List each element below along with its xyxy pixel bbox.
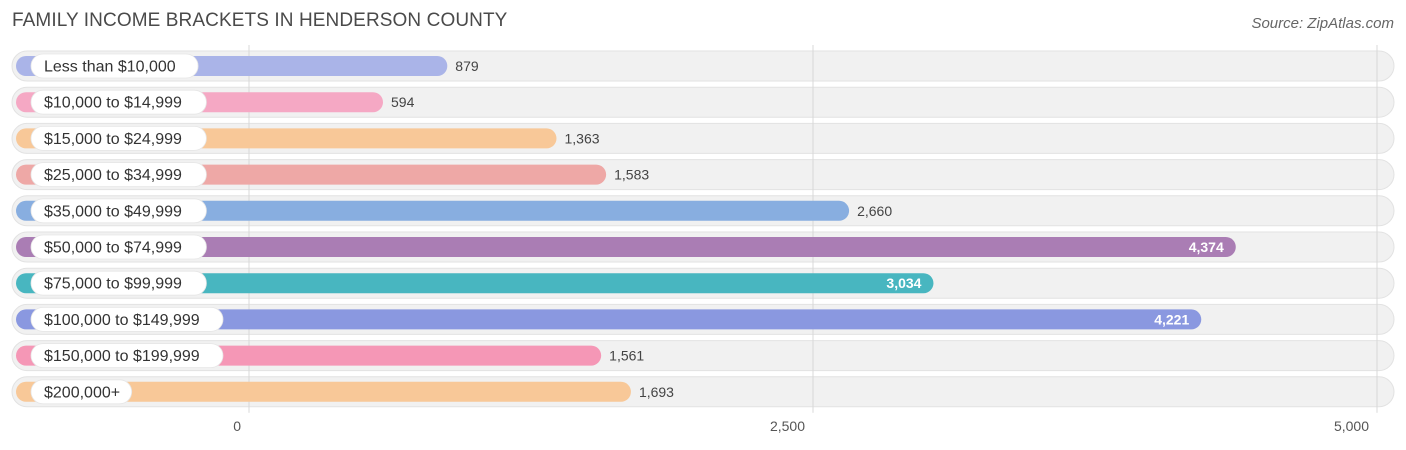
value-label: 2,660 [857, 203, 892, 219]
bar-dot [18, 166, 34, 183]
bar-dot [18, 94, 34, 111]
category-label: $15,000 to $24,999 [44, 131, 182, 148]
bar-dot [18, 311, 34, 328]
value-label: 1,583 [614, 167, 649, 183]
source-note: Source: ZipAtlas.com [1251, 15, 1394, 32]
value-label: 879 [455, 58, 479, 74]
bar [16, 309, 1202, 330]
category-label-pill [30, 89, 207, 115]
category-label-pill [30, 198, 207, 224]
category-label-pill [30, 270, 207, 296]
bar-dot [18, 239, 34, 255]
category-label: $200,000+ [44, 384, 120, 401]
bar-dot [18, 58, 34, 74]
category-label: $25,000 to $34,999 [44, 167, 182, 184]
value-label: 3,034 [886, 275, 921, 291]
category-label: $10,000 to $14,999 [44, 95, 182, 112]
bar-dot [18, 202, 34, 219]
category-label-pill [30, 343, 224, 369]
category-label: $75,000 to $99,999 [44, 276, 182, 293]
category-label: $50,000 to $74,999 [44, 240, 182, 257]
category-label: Less than $10,000 [44, 59, 176, 76]
bar [16, 200, 850, 221]
category-label-pill [30, 53, 199, 79]
bar-dot [18, 347, 34, 364]
value-label: 4,221 [1154, 311, 1189, 327]
category-label-pill [30, 162, 207, 188]
bar [16, 273, 934, 294]
value-label: 1,693 [639, 384, 674, 400]
bar [16, 381, 631, 402]
x-tick-label: 5,000 [1334, 418, 1369, 434]
value-label: 594 [391, 94, 415, 110]
x-tick-label: 2,500 [770, 418, 805, 434]
value-label: 1,363 [564, 130, 599, 146]
x-tick-label: 0 [233, 418, 241, 434]
category-label: $35,000 to $49,999 [44, 203, 182, 220]
category-label-pill [30, 379, 133, 405]
value-label: 4,374 [1189, 239, 1224, 255]
category-label-pill [30, 306, 224, 332]
category-label-pill [30, 126, 207, 151]
bar-dot [18, 130, 34, 147]
category-label-pill [30, 234, 207, 260]
bar-dot [18, 383, 34, 400]
bar [16, 237, 1236, 257]
category-label: $100,000 to $149,999 [44, 312, 200, 329]
chart-title: FAMILY INCOME BRACKETS IN HENDERSON COUN… [12, 10, 508, 31]
category-label: $150,000 to $199,999 [44, 348, 200, 365]
value-label: 1,561 [609, 348, 644, 364]
bar-dot [18, 275, 34, 292]
